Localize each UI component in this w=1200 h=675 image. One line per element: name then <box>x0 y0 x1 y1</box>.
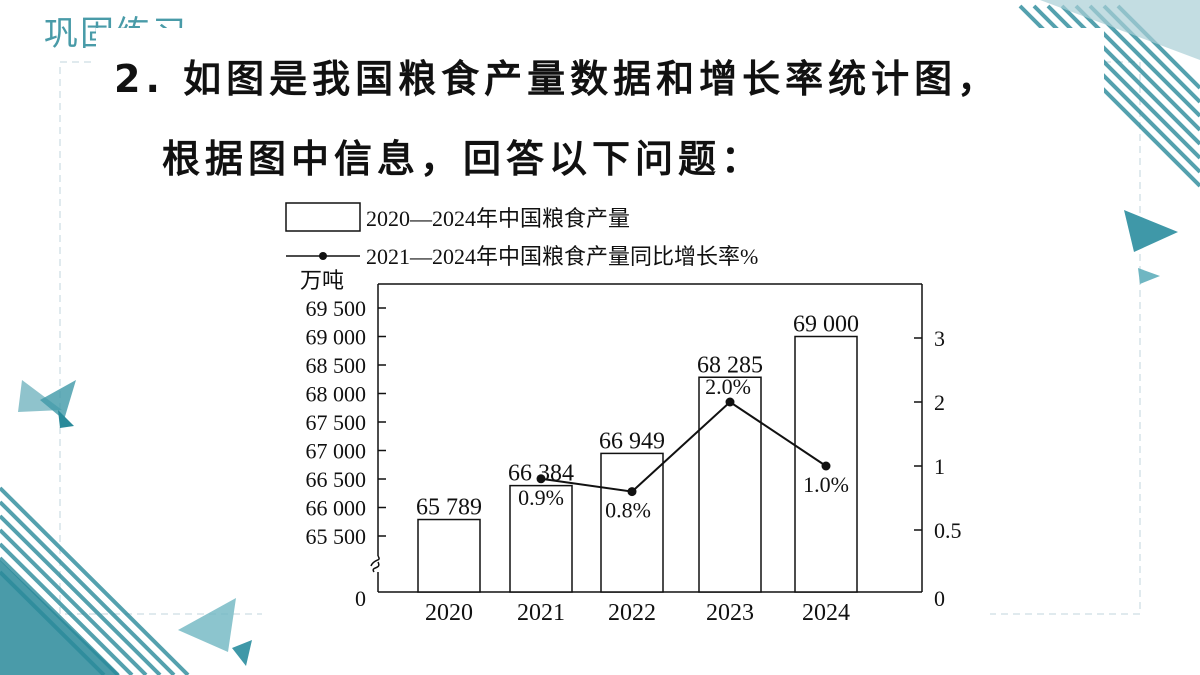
left-tick-label: 67 500 <box>306 410 367 435</box>
x-axis-label: 2024 <box>802 600 850 626</box>
legend-line-marker <box>319 252 327 260</box>
right-tick-label: 3 <box>934 326 945 351</box>
triangle-right-large <box>1124 210 1178 252</box>
grain-output-chart: 2020—2024年中国粮食产量 2021—2024年中国粮食产量同比增长率% … <box>285 202 962 626</box>
triangle-left-small <box>58 410 74 428</box>
legend: 2020—2024年中国粮食产量 2021—2024年中国粮食产量同比增长率% <box>285 202 758 269</box>
right-tick-label: 0.5 <box>934 518 962 543</box>
axis-break-mark <box>370 555 380 573</box>
triangle-bottom-large <box>178 598 236 652</box>
bar <box>698 376 762 593</box>
growth-point <box>821 461 831 471</box>
left-axis-unit: 万吨 <box>300 268 344 293</box>
growth-value-label: 0.9% <box>518 485 564 510</box>
bar-value-label: 69 000 <box>793 312 859 338</box>
triangle-bottom-small <box>232 640 252 666</box>
growth-line <box>540 400 827 493</box>
growth-line-series: 0.9% 0.8% 2.0% 1.0% <box>518 374 849 523</box>
x-axis-labels: 2020 2021 2022 2023 2024 <box>425 600 850 626</box>
right-axis-ticks: 0.5 1 2 3 <box>914 326 962 543</box>
x-axis-label: 2022 <box>608 600 656 626</box>
left-axis-ticks: 65 500 66 000 66 500 67 000 67 500 68 000 68 5… <box>306 296 386 549</box>
left-tick-label: 66 000 <box>306 496 367 521</box>
left-tick-label: 67 000 <box>306 439 367 464</box>
legend-bar-swatch <box>285 202 361 232</box>
chart-container: 2020—2024年中国粮食产量 2021—2024年中国粮食产量同比增长率% … <box>262 186 990 636</box>
legend-line-label: 2021—2024年中国粮食产量同比增长率% <box>366 244 758 269</box>
question-line-2: 根据图中信息，回答以下问题： <box>162 137 765 181</box>
right-axis-zero-label: 0 <box>934 586 945 611</box>
corner-shape-top-right <box>1040 0 1200 60</box>
left-tick-label: 69 000 <box>306 325 367 350</box>
growth-value-label: 0.8% <box>605 498 651 523</box>
left-axis-zero-label: 0 <box>355 586 366 611</box>
right-tick-label: 1 <box>934 454 945 479</box>
right-tick-label: 2 <box>934 390 945 415</box>
legend-bar-label: 2020—2024年中国粮食产量 <box>366 206 630 231</box>
growth-point <box>725 397 735 407</box>
bar-value-label: 66 949 <box>599 428 665 454</box>
growth-value-label: 1.0% <box>803 472 849 497</box>
left-tick-label: 68 000 <box>306 382 367 407</box>
growth-point <box>536 474 546 484</box>
bar-value-label: 68 285 <box>697 352 763 378</box>
left-tick-label: 69 500 <box>306 296 367 321</box>
question-box: 2. 如图是我国粮食产量数据和增长率统计图， 根据图中信息，回答以下问题： <box>96 28 1104 190</box>
bar <box>417 518 481 593</box>
growth-value-label: 2.0% <box>705 374 751 399</box>
growth-point <box>627 487 637 497</box>
x-axis-label: 2023 <box>706 600 754 626</box>
left-tick-label: 65 500 <box>306 524 367 549</box>
left-tick-label: 68 500 <box>306 353 367 378</box>
x-axis-label: 2020 <box>425 600 473 626</box>
left-tick-label: 66 500 <box>306 467 367 492</box>
question-line-1: 2. 如图是我国粮食产量数据和增长率统计图， <box>114 57 1001 101</box>
bar <box>509 484 573 593</box>
triangle-left-mid <box>40 380 76 420</box>
bar <box>600 452 664 593</box>
corner-shape-bottom-left <box>0 560 120 675</box>
triangle-right-small <box>1138 268 1160 284</box>
bar-value-label: 65 789 <box>416 495 482 521</box>
x-axis-label: 2021 <box>517 600 565 626</box>
